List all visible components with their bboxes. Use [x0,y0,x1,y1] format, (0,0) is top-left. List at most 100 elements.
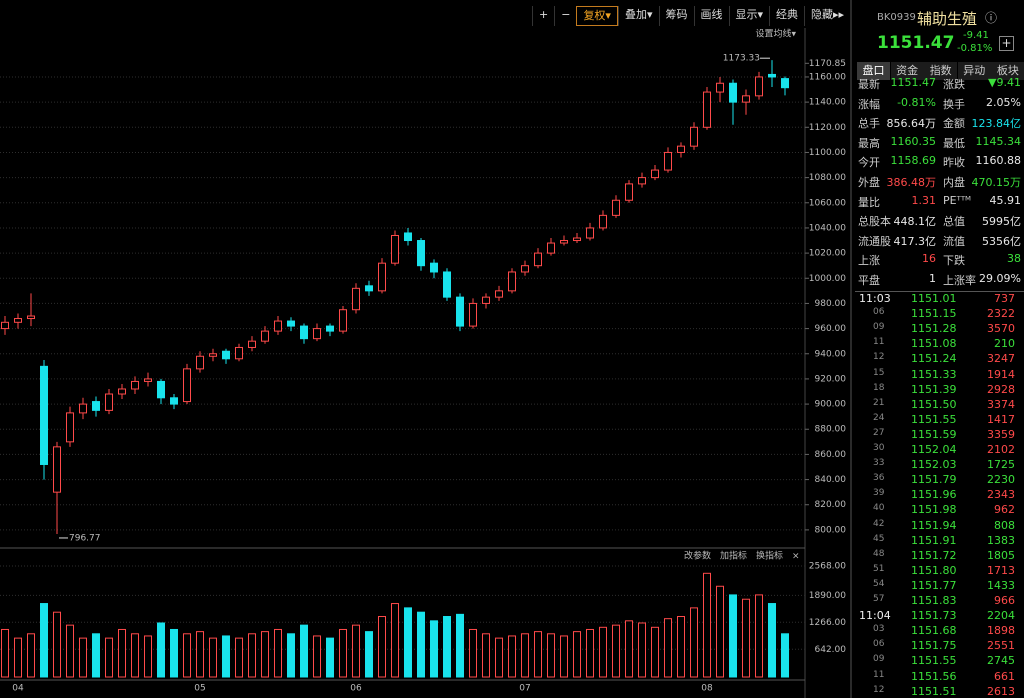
volume-bar [40,603,48,678]
stat-value: 1145.34 [975,134,1022,148]
toolbar-button[interactable]: 显示▾ [728,6,770,26]
candle-body [365,285,373,292]
tick-time: 21 [873,397,885,408]
stat-label: 上涨 [858,254,880,268]
candle-body [547,242,555,254]
candle-body [508,271,516,292]
tick-volume: 2551 [987,639,1015,653]
toolbar-button[interactable]: 画线 [693,6,729,26]
volume-bar [456,613,464,678]
tick-volume: 210 [994,337,1015,351]
add-button[interactable]: + [999,36,1014,51]
y-tick-label: 1040.00 [809,223,846,233]
volume-bar [755,594,763,678]
volume-bar [703,572,711,678]
tick-volume: 966 [994,594,1015,607]
volume-bar [482,633,490,678]
indicator-button[interactable]: × [792,552,800,562]
volume-bar [547,633,555,678]
y-tick-label: 1160.00 [809,72,846,82]
tab[interactable]: 板块 [991,62,1024,80]
toolbar-button[interactable]: − [554,6,576,26]
stat-value: 2.05% [986,95,1021,109]
tick-time: 54 [873,578,885,589]
quote-panel: BK0939 辅助生殖 ⓘ 1151.47 -9.41 -0.81% + 盘口 资金 指数 异动 板块… [855,0,1024,698]
stat-label: 最低 [943,136,965,150]
candle-body [144,378,152,382]
candle-body [196,355,204,370]
volume-bar [599,626,607,678]
stat-label: 昨收 [943,156,965,170]
tick-volume: 2322 [987,307,1015,321]
indicator-button[interactable]: 改参数 [684,550,711,562]
toolbar-button[interactable]: 筹码 [658,6,694,26]
candle-body [170,397,178,405]
volume-bar [365,631,373,678]
tick-volume: 1725 [987,458,1015,472]
tick-price: 1151.55 [911,412,957,426]
tick-price: 1152.04 [911,443,957,456]
tick-price: 1151.83 [911,594,957,607]
tick-volume: 3359 [987,427,1015,441]
volume-bar [144,635,152,678]
volume-bar [92,633,100,678]
volume-bar [768,603,776,678]
toolbar-button[interactable]: 经典 [769,6,804,26]
indicator-button[interactable]: 加指标 [720,550,747,562]
candle-body [417,240,425,267]
candle-body [378,262,386,292]
ma-setting[interactable]: 设置均线▾ [755,28,796,40]
volume-bar [287,633,295,678]
tick-time: 15 [873,367,885,378]
candle-body [209,353,217,357]
stat-value: ▼9.41 [988,76,1021,89]
candle-body [1,321,9,330]
x-tick-label: 05 [194,684,205,694]
tab[interactable]: 盘口 [857,62,891,80]
y-tick-label: 1060.00 [809,198,846,208]
toolbar-button[interactable]: 复权▾ [576,6,618,26]
tab[interactable]: 异动 [957,62,992,80]
tick-time: 18 [873,382,885,393]
candle-body [326,325,334,332]
tick-volume: 2343 [987,488,1015,502]
tick-time: 12 [873,352,885,363]
tick-price: 1151.59 [911,427,957,441]
stat-value: 45.91 [989,193,1022,207]
candle-body [612,199,620,216]
y-tick-label: 1890.00 [809,591,846,601]
y-tick-label: 1020.00 [809,249,846,259]
toolbar: + − 复权▾ 叠加▾ 筹码 画线 显示▾ 经典 隐藏▸▸ [532,6,850,26]
tick-volume: 2230 [987,473,1015,487]
indicator-button[interactable]: 换指标 [756,550,783,562]
volume-bar [651,626,659,678]
candle-body [248,340,256,348]
volume-bar [105,637,113,678]
stat-value: 1160.35 [890,134,937,148]
stat-label: 总值 [943,215,965,229]
candle-body [79,403,87,414]
stat-value: 5995亿 [982,215,1021,229]
volume-bar [742,598,750,678]
volume-bar [27,633,35,678]
stat-label: 总手 [858,117,880,131]
tab[interactable]: 资金 [890,62,925,80]
volume-bar [404,607,412,678]
toolbar-button[interactable]: 隐藏▸▸ [804,6,850,26]
toolbar-button[interactable]: + [532,6,554,26]
tick-volume: 1805 [987,548,1015,562]
tick-price: 1151.91 [911,533,957,547]
candle-body [430,262,438,273]
tick-time: 09 [873,322,885,333]
y-tick-label: 820.00 [815,500,847,510]
tick-price: 1151.15 [911,307,957,321]
volume-bar [716,585,724,678]
toolbar-button[interactable]: 叠加▾ [617,6,659,26]
tick-price: 1151.75 [911,639,957,653]
stat-label: 今开 [858,156,880,170]
tick-price: 1151.68 [911,624,957,638]
volume-bar [339,628,347,678]
tick-time: 11 [873,669,885,680]
tab[interactable]: 指数 [924,62,959,80]
stat-label: 流通股 [858,234,891,248]
